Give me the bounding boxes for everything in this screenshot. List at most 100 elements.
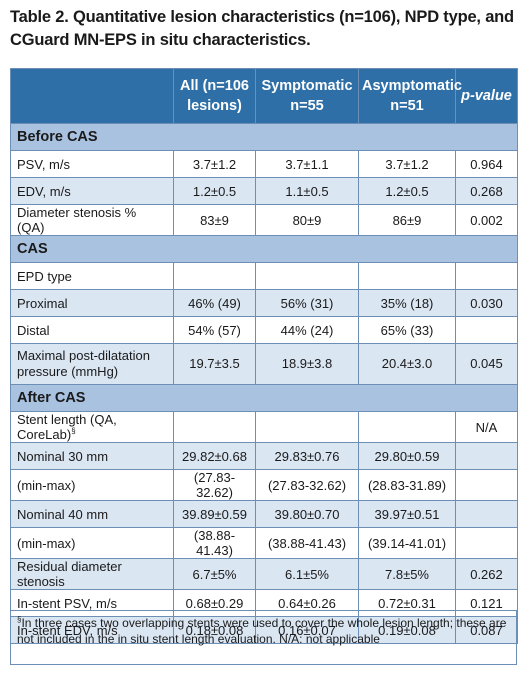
table-row: Diameter stenosis % (QA) 83±9 80±9 86±9 0.00… (10, 204, 518, 236)
section-title: CAS (10, 235, 518, 263)
value-all: 83±9 (173, 204, 256, 236)
value-all: 0.18±0.08 (173, 616, 256, 644)
row-label-text: EDV, m/s (17, 183, 71, 199)
value-p: 0.002 (455, 204, 518, 236)
value-all: 54% (57) (173, 316, 256, 344)
value-all: (38.88-41.43) (173, 527, 256, 559)
header-all-lesions: All (n=106 lesions) (173, 68, 256, 124)
row-label: Distal (10, 316, 174, 344)
table-row: Maximal post-dilatation pressure (mmHg) 1… (10, 343, 518, 385)
value-asymptomatic: 39.97±0.51 (358, 500, 456, 528)
row-label-text: Proximal (17, 295, 68, 311)
value-all: 3.7±1.2 (173, 150, 256, 178)
row-label: Maximal post-dilatation pressure (mmHg) (10, 343, 174, 385)
value-p: 0.964 (455, 150, 518, 178)
row-label-text: Maximal post-dilatation pressure (mmHg) (17, 348, 150, 379)
table-row: Residual diameter stenosis 6.7±5% 6.1±5% 7.… (10, 558, 518, 590)
value-p: N/A (455, 411, 518, 443)
row-label: EDV, m/s (10, 177, 174, 205)
row-label: Nominal 40 mm (10, 500, 174, 528)
row-label: Proximal (10, 289, 174, 317)
table-row: Nominal 30 mm 29.82±0.68 29.83±0.76 29.80±0… (10, 442, 518, 470)
value-asymptomatic (358, 411, 456, 443)
row-label-text: (min-max) (17, 535, 76, 551)
table-row: In-stent EDV, m/s 0.18±0.08 0.16±0.07 0.19±… (10, 616, 518, 644)
footnote-text: In three cases two overlapping stents we… (17, 616, 507, 646)
row-label-text: EPD type (17, 268, 72, 284)
row-label: (min-max) (10, 469, 174, 501)
value-p: 0.121 (455, 589, 518, 617)
lesion-characteristics-table: All (n=106 lesions) Symptomatic n=55 Asymp… (10, 68, 518, 644)
value-p (455, 469, 518, 501)
value-symptomatic (255, 262, 359, 290)
value-symptomatic: 3.7±1.1 (255, 150, 359, 178)
row-label-text: In-stent EDV, m/s (17, 622, 118, 638)
value-symptomatic: 56% (31) (255, 289, 359, 317)
value-asymptomatic: 20.4±3.0 (358, 343, 456, 385)
value-p (455, 262, 518, 290)
value-all: 6.7±5% (173, 558, 256, 590)
value-asymptomatic: 35% (18) (358, 289, 456, 317)
value-p: 0.030 (455, 289, 518, 317)
value-symptomatic (255, 411, 359, 443)
value-all: 19.7±3.5 (173, 343, 256, 385)
row-label-text: Diameter stenosis % (QA) (17, 205, 137, 235)
table-row: Proximal 46% (49) 56% (31) 35% (18) 0.030 (10, 289, 518, 317)
table-row: Distal 54% (57) 44% (24) 65% (33) (10, 316, 518, 344)
value-all: (27.83-32.62) (173, 469, 256, 501)
value-symptomatic: 0.16±0.07 (255, 616, 359, 644)
row-label: (min-max) (10, 527, 174, 559)
row-label: Stent length (QA, CoreLab)§ (10, 411, 174, 443)
value-symptomatic: 18.9±3.8 (255, 343, 359, 385)
header-label-cell (10, 68, 174, 124)
value-asymptomatic: 7.8±5% (358, 558, 456, 590)
header-asymptomatic: Asymptomatic n=51 (358, 68, 462, 124)
value-asymptomatic: (39.14-41.01) (358, 527, 456, 559)
value-p: 0.262 (455, 558, 518, 590)
table-row: EDV, m/s 1.2±0.5 1.1±0.5 1.2±0.5 0.268 (10, 177, 518, 205)
value-asymptomatic: 1.2±0.5 (358, 177, 456, 205)
row-label-text: PSV, m/s (17, 156, 70, 172)
section-title: After CAS (10, 384, 518, 412)
value-all: 29.82±0.68 (173, 442, 256, 470)
section-header-row: Before CAS (10, 123, 518, 151)
value-asymptomatic: 0.72±0.31 (358, 589, 456, 617)
value-all: 46% (49) (173, 289, 256, 317)
value-all (173, 262, 256, 290)
value-p: 0.087 (455, 616, 518, 644)
row-label: Nominal 30 mm (10, 442, 174, 470)
row-label-text: Residual diameter stenosis (17, 559, 122, 589)
value-p: 0.268 (455, 177, 518, 205)
row-label: In-stent EDV, m/s (10, 616, 174, 644)
row-label: In-stent PSV, m/s (10, 589, 174, 617)
value-symptomatic: 80±9 (255, 204, 359, 236)
section-title: Before CAS (10, 123, 518, 151)
row-label: Diameter stenosis % (QA) (10, 204, 174, 236)
header-p-value: p-value (455, 68, 518, 124)
value-all (173, 411, 256, 443)
value-all: 1.2±0.5 (173, 177, 256, 205)
row-label: Residual diameter stenosis (10, 558, 174, 590)
value-symptomatic: 39.80±0.70 (255, 500, 359, 528)
table-row: In-stent PSV, m/s 0.68±0.29 0.64±0.26 0.72±… (10, 589, 518, 617)
table-header-row: All (n=106 lesions) Symptomatic n=55 Asymp… (10, 68, 518, 124)
row-label: PSV, m/s (10, 150, 174, 178)
row-label-text: Stent length (QA, CoreLab) (17, 412, 117, 442)
header-symptomatic: Symptomatic n=55 (255, 68, 359, 124)
table-row: (min-max) (38.88-41.43) (38.88-41.43) (39.1… (10, 527, 518, 559)
table-caption: Table 2. Quantitative lesion characteris… (10, 8, 514, 49)
value-p (455, 316, 518, 344)
table-row: EPD type (10, 262, 518, 290)
table-row: Nominal 40 mm 39.89±0.59 39.80±0.70 39.97±0… (10, 500, 518, 528)
value-asymptomatic: (28.83-31.89) (358, 469, 456, 501)
value-symptomatic: 44% (24) (255, 316, 359, 344)
value-asymptomatic: 65% (33) (358, 316, 456, 344)
row-label-text: Distal (17, 322, 50, 338)
value-symptomatic: 29.83±0.76 (255, 442, 359, 470)
table-row: Stent length (QA, CoreLab)§ N/A (10, 411, 518, 443)
row-label-text: (min-max) (17, 477, 76, 493)
value-p (455, 500, 518, 528)
value-all: 39.89±0.59 (173, 500, 256, 528)
value-symptomatic: (27.83-32.62) (255, 469, 359, 501)
row-label: EPD type (10, 262, 174, 290)
